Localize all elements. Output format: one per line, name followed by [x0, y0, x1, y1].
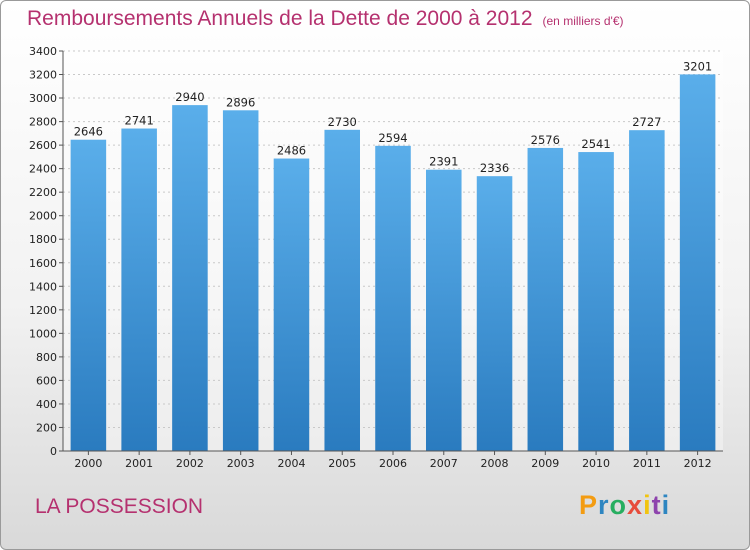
logo-letter: i	[643, 490, 652, 520]
y-tick-label: 600	[36, 374, 57, 387]
value-label: 2391	[429, 155, 458, 169]
y-tick-label: 3400	[29, 45, 57, 58]
y-tick-label: 1600	[29, 257, 57, 270]
logo-letter: t	[651, 490, 662, 520]
chart-title: Remboursements Annuels de la Dette de 20…	[27, 7, 624, 31]
x-tick-label: 2009	[531, 457, 559, 470]
bar-2012	[679, 74, 716, 451]
town-name: LA POSSESSION	[35, 495, 204, 518]
value-label: 2727	[632, 115, 661, 129]
y-tick-label: 2200	[29, 186, 57, 199]
x-tick-label: 2003	[227, 457, 255, 470]
value-label: 2940	[175, 90, 204, 104]
logo-letter: i	[661, 490, 671, 520]
value-label: 2541	[581, 137, 610, 151]
axes: 0 200 400 600 800 1000 1200 1400 1600 1800 2000 220…	[29, 45, 723, 470]
logo-letter: x	[627, 490, 644, 520]
value-label: 2730	[328, 115, 357, 129]
logo-letter: r	[598, 490, 610, 520]
y-tick-label: 3000	[29, 92, 57, 105]
bar-2009	[527, 147, 564, 452]
chart-subtitle: (en milliers d'€)	[542, 14, 624, 28]
y-tick-label: 0	[50, 445, 57, 458]
bar-2002	[172, 105, 208, 451]
value-label: 2486	[277, 144, 306, 158]
bar-2003	[222, 110, 259, 451]
y-tick-label: 2600	[29, 139, 57, 152]
value-label: 2646	[74, 125, 103, 139]
y-tick-label: 3200	[29, 69, 57, 82]
logo-letter: P	[579, 490, 599, 520]
x-tick-label: 2010	[582, 457, 610, 470]
y-tick-label: 400	[36, 398, 57, 411]
logo-letter: o	[609, 490, 628, 520]
x-tick-label: 2011	[633, 457, 661, 470]
y-tick-label: 2000	[29, 210, 57, 223]
value-label: 2576	[531, 133, 560, 147]
bar-2011	[629, 130, 665, 452]
y-tick-label: 2400	[29, 163, 57, 176]
bars: 2646 2741 2940 2896 2486 2730 2594 2391 2336 2576…	[70, 59, 716, 452]
y-tick-label: 1800	[29, 233, 57, 246]
value-label: 2336	[480, 161, 509, 175]
bar-2000	[70, 139, 107, 452]
x-tick-label: 2005	[328, 457, 356, 470]
value-label: 2741	[125, 114, 154, 128]
y-tick-label: 200	[36, 421, 57, 434]
value-label: 2594	[378, 131, 407, 145]
x-tick-label: 2008	[481, 457, 509, 470]
bar-2001	[121, 128, 157, 451]
bar-2004	[273, 158, 310, 451]
x-tick-label: 2007	[430, 457, 458, 470]
value-label: 2896	[226, 95, 255, 109]
x-tick-label: 2006	[379, 457, 407, 470]
bar-2006	[375, 145, 411, 451]
x-tick-label: 2000	[74, 457, 102, 470]
y-tick-label: 1000	[29, 327, 57, 340]
y-tick-label: 1400	[29, 280, 57, 293]
bar-2010	[578, 152, 614, 451]
x-tick-label: 2002	[176, 457, 204, 470]
chart-title-text: Remboursements Annuels de la Dette de 20…	[27, 7, 533, 30]
bar-2005	[324, 129, 360, 451]
bar-2008	[476, 176, 513, 452]
x-tick-label: 2012	[684, 457, 712, 470]
value-label: 3201	[683, 59, 712, 73]
bar-2007	[426, 169, 462, 452]
y-tick-label: 800	[36, 351, 57, 364]
y-tick-label: 2800	[29, 116, 57, 129]
y-tick-label: 1200	[29, 304, 57, 317]
x-tick-label: 2001	[125, 457, 153, 470]
proxiti-logo: Proxiti	[579, 490, 670, 521]
x-tick-label: 2004	[277, 457, 305, 470]
